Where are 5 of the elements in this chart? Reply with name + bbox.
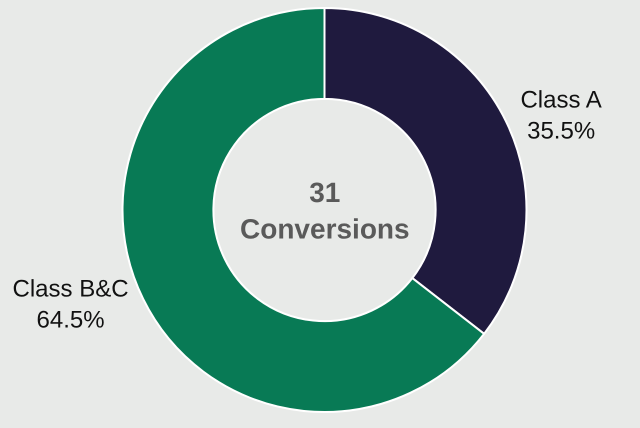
slice-label: Class A — [520, 86, 602, 114]
slice-label: Class B&C — [12, 275, 129, 302]
text: 31 Conversions — [240, 177, 410, 244]
data-label: 35.5% — [527, 118, 596, 145]
data-label: 64.5% — [36, 306, 105, 334]
